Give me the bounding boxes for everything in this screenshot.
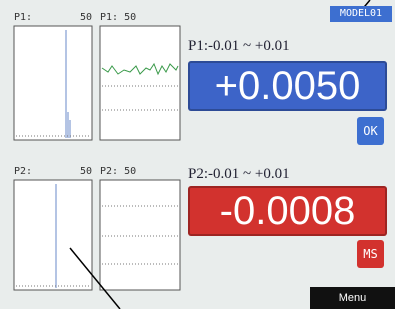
menu-button[interactable]: Menu [310,287,395,309]
hist-label: P1: [14,12,32,23]
value-display: -0.0008 [188,186,387,236]
hist-count: 50 [80,12,92,23]
trend-label: P2: 50 [100,166,136,177]
model-badge: MODEL01 [330,6,392,22]
value-display: +0.0050 [188,61,387,111]
device-screen: P1: 50 P1: 50 P1:-0.01 ~ +0.01 +0.0050 O… [0,0,395,309]
range-label: P2:-0.01 ~ +0.01 [188,166,290,183]
trend-label: P1: 50 [100,12,136,23]
histogram-panel [14,180,92,290]
ms-button[interactable]: MS [357,240,384,268]
hist-count: 50 [80,166,92,177]
histogram-panel [14,26,92,140]
ok-button[interactable]: OK [357,117,384,145]
trend-panel [100,180,180,290]
range-label: P1:-0.01 ~ +0.01 [188,38,290,55]
hist-label: P2: [14,166,32,177]
trend-panel [100,26,180,140]
